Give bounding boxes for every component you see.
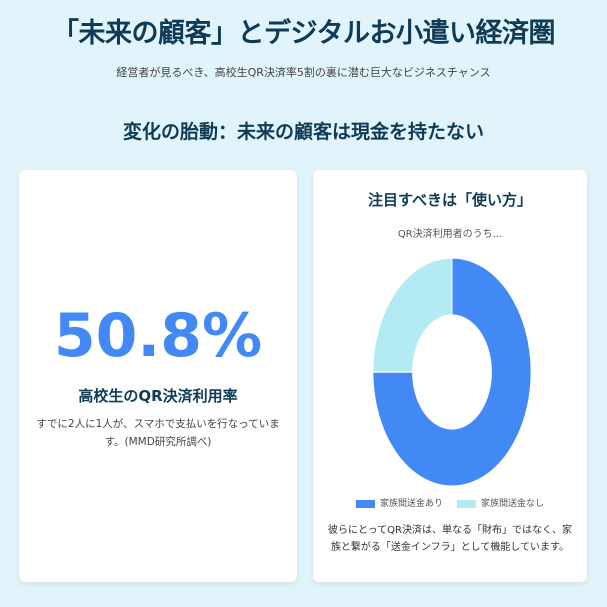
donut-slice-2	[373, 258, 453, 373]
stat-card: 50.8% 高校生のQR決済利用率 すでに2人に1人が、スマホで支払いを行なって…	[19, 170, 297, 582]
donut-slice-1	[373, 258, 531, 486]
donut-chart	[373, 258, 531, 486]
chart-card: 注目すべきは「使い方」 QR決済利用者のうち... 家族間送金あり 家族間送金なし…	[313, 170, 587, 582]
legend-swatch	[355, 499, 375, 508]
legend-label: 家族間送金あり	[379, 499, 443, 509]
chart-title: 注目すべきは「使い方」	[368, 191, 532, 209]
section-title: 変化の胎動：未来の顧客は現金を持たない	[122, 121, 484, 143]
chart-note: 彼らにとってQR決済は、単なる「財布」ではなく、家族と繋がる「送金インフラ」とし…	[327, 525, 573, 553]
page-title: 「未来の顧客」とデジタルお小遣い経済圏	[52, 18, 555, 49]
chart-subtitle: QR決済利用者のうち...	[397, 229, 503, 240]
stat-label: 高校生のQR決済利用率	[78, 387, 238, 405]
legend-item[interactable]: 家族間送金なし	[457, 498, 544, 510]
page-subtitle: 経営者が見るべき、高校生QR決済率5割の裏に潜む巨大なビジネスチャンス	[116, 66, 491, 79]
chart-legend: 家族間送金あり 家族間送金なし	[313, 498, 587, 510]
legend-item[interactable]: 家族間送金あり	[355, 498, 443, 510]
legend-swatch	[457, 499, 476, 508]
legend-label: 家族間送金なし	[481, 499, 545, 509]
stat-value: 50.8%	[53, 301, 263, 371]
stat-description: すでに2人に1人が、スマホで支払いを行なっています。(MMD研究所調べ)	[36, 418, 280, 448]
